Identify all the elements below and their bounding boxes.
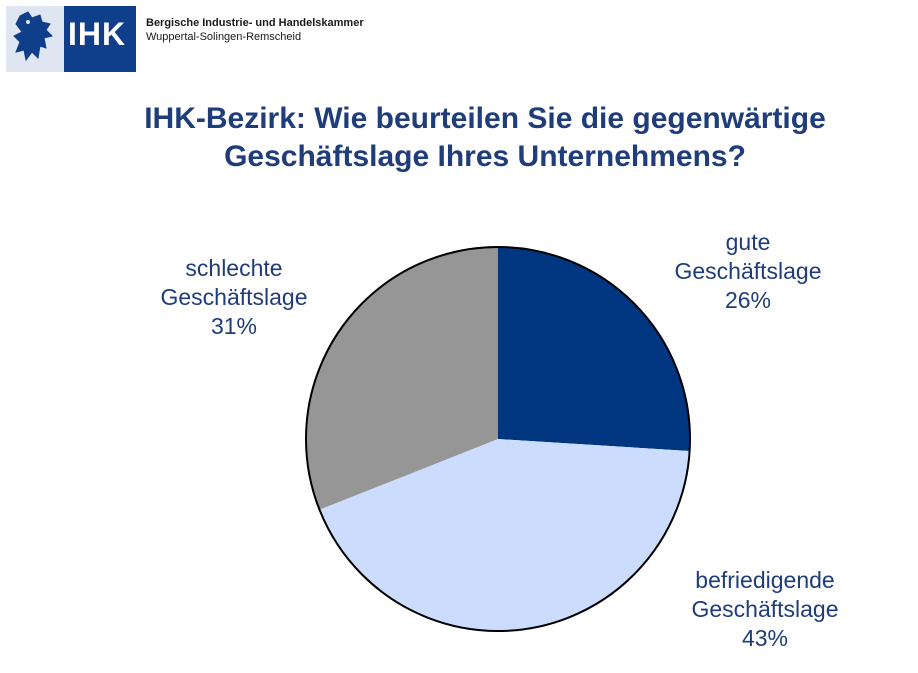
org-name: Bergische Industrie- und Handelskammer xyxy=(146,17,364,29)
slice-label-2: schlechte Geschäftslage 31% xyxy=(160,255,307,339)
ihk-logo: IHK xyxy=(6,6,136,72)
slice-label-1-line-0: befriedigende xyxy=(695,567,834,593)
slice-label-1-line-2: 43% xyxy=(742,625,788,651)
slice-label-1-line-1: Geschäftslage xyxy=(691,596,838,622)
chart-title-line-1: IHK-Bezirk: Wie beurteilen Sie die gegen… xyxy=(144,102,826,135)
logo-text: IHK xyxy=(68,16,127,52)
slice-label-1: befriedigende Geschäftslage 43% xyxy=(691,567,838,651)
slice-label-0: gute Geschäftslage 26% xyxy=(674,229,821,313)
chart-title-line-2: Geschäftslage Ihres Unternehmens? xyxy=(224,140,746,173)
pie-slice-0 xyxy=(498,247,690,452)
slice-label-0-line-1: Geschäftslage xyxy=(674,258,821,284)
pie-slice-1 xyxy=(319,439,690,631)
chart-title: IHK-Bezirk: Wie beurteilen Sie die gegen… xyxy=(90,100,880,176)
org-city: Wuppertal-Solingen-Remscheid xyxy=(146,31,302,43)
slice-label-0-line-0: gute xyxy=(726,229,771,255)
pie-outline xyxy=(305,246,691,632)
slice-label-0-line-2: 26% xyxy=(725,287,771,313)
slice-label-2-line-1: Geschäftslage xyxy=(160,284,307,310)
slice-label-2-line-2: 31% xyxy=(211,313,257,339)
heraldic-lion-icon xyxy=(6,6,64,72)
slice-label-2-line-0: schlechte xyxy=(185,255,282,281)
